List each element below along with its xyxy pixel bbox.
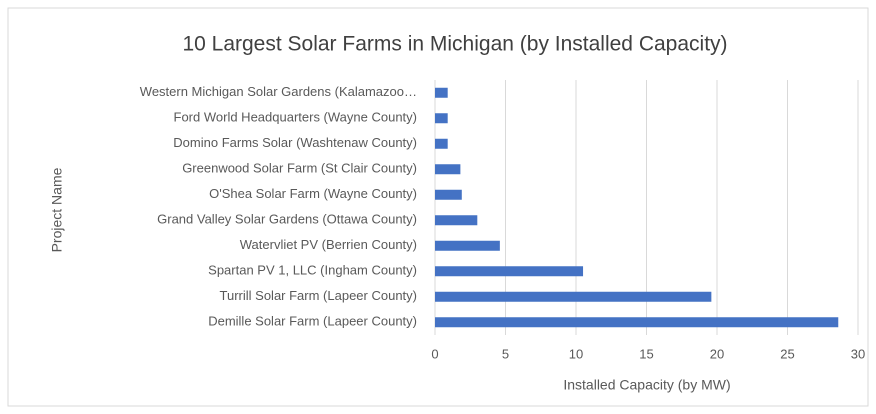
bar bbox=[435, 266, 584, 277]
y-tick-label: Greenwood Solar Farm (St Clair County) bbox=[182, 161, 417, 176]
y-tick-label: Turrill Solar Farm (Lapeer County) bbox=[220, 288, 417, 303]
chart-title: 10 Largest Solar Farms in Michigan (by I… bbox=[182, 33, 727, 56]
y-tick-label: Demille Solar Farm (Lapeer County) bbox=[208, 314, 417, 329]
y-tick-label: Western Michigan Solar Gardens (Kalamazo… bbox=[140, 84, 417, 99]
chart-frame bbox=[7, 7, 869, 407]
bar bbox=[435, 164, 461, 175]
bar bbox=[435, 189, 462, 200]
x-tick-label: 15 bbox=[639, 346, 653, 361]
y-tick-label: Ford World Headquarters (Wayne County) bbox=[174, 110, 417, 125]
bar bbox=[435, 317, 839, 328]
y-tick-label: O'Shea Solar Farm (Wayne County) bbox=[209, 186, 417, 201]
bar bbox=[435, 240, 500, 251]
x-axis-title: Installed Capacity (by MW) bbox=[563, 377, 730, 393]
x-tick-label: 0 bbox=[431, 346, 438, 361]
y-tick-label: Spartan PV 1, LLC (Ingham County) bbox=[208, 263, 417, 278]
x-tick-label: 5 bbox=[502, 346, 509, 361]
bar bbox=[435, 215, 478, 226]
y-tick-label: Domino Farms Solar (Washtenaw County) bbox=[173, 135, 417, 150]
x-tick-label: 30 bbox=[851, 346, 865, 361]
bar bbox=[435, 291, 712, 302]
bar bbox=[435, 87, 448, 98]
x-tick-label: 20 bbox=[710, 346, 724, 361]
y-tick-label: Watervliet PV (Berrien County) bbox=[240, 237, 417, 252]
bar bbox=[435, 113, 448, 124]
x-tick-label: 25 bbox=[780, 346, 794, 361]
y-axis-title: Project Name bbox=[49, 167, 65, 252]
y-tick-label: Grand Valley Solar Gardens (Ottawa Count… bbox=[157, 212, 417, 227]
x-tick-label: 10 bbox=[569, 346, 583, 361]
bar bbox=[435, 138, 448, 149]
